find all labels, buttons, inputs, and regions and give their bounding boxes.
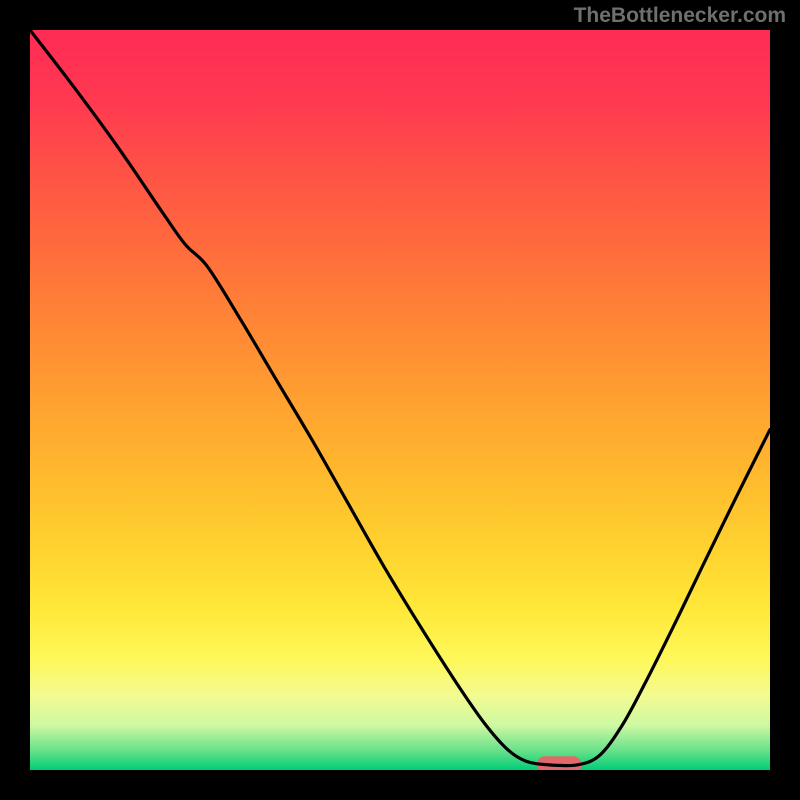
plot-area bbox=[30, 30, 770, 770]
curve-layer bbox=[30, 30, 770, 770]
watermark-text: TheBottlenecker.com bbox=[574, 4, 786, 28]
bottleneck-curve bbox=[30, 30, 770, 766]
